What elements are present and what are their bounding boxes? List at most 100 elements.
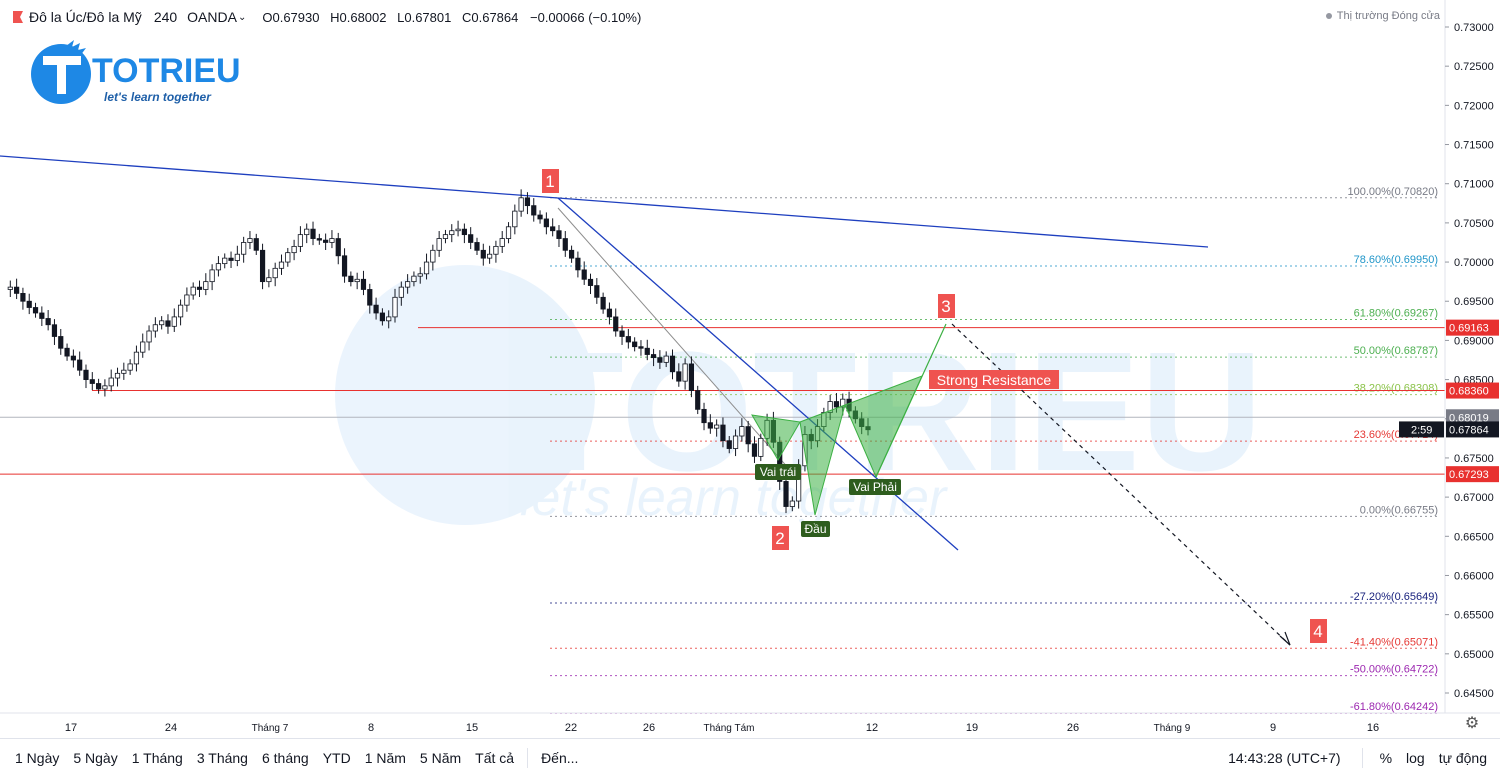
- label-text: Strong Resistance: [937, 372, 1052, 388]
- range-button[interactable]: 6 tháng: [261, 749, 309, 766]
- candle: [732, 429, 739, 457]
- symbol-flag-icon: [13, 11, 23, 23]
- range-button[interactable]: 5 Ngày: [73, 749, 118, 766]
- goto-date-button[interactable]: Đến...: [541, 749, 579, 766]
- candle: [499, 231, 505, 253]
- time-tick-label: 26: [1067, 722, 1079, 734]
- price-tag[interactable]: 0.69163: [1446, 319, 1499, 336]
- price-tick-label: 0.67000: [1454, 492, 1494, 504]
- price-tag[interactable]: 0.68360: [1446, 382, 1499, 399]
- candle: [587, 273, 594, 295]
- candle: [77, 351, 83, 376]
- fib-level-label: 38.20%(0.68308): [1354, 383, 1438, 395]
- strong-resistance-label[interactable]: Strong Resistance: [929, 370, 1059, 389]
- price-tag-box: [1446, 319, 1499, 336]
- right-shoulder-label[interactable]: Vai Phải: [849, 479, 901, 495]
- candle: [562, 231, 568, 257]
- price-tick-label: 0.72000: [1454, 100, 1494, 112]
- head-shape[interactable]: [799, 404, 846, 516]
- candle: [405, 274, 411, 294]
- candle: [556, 225, 562, 248]
- price-tick-label: 0.67500: [1454, 453, 1494, 465]
- candle-body: [739, 426, 745, 437]
- candle-body: [398, 286, 404, 298]
- interval[interactable]: 240: [153, 9, 178, 25]
- candle: [291, 239, 297, 261]
- projection-arrow[interactable]: [951, 323, 1291, 646]
- candle: [676, 363, 682, 387]
- candle-body: [625, 336, 631, 343]
- range-button[interactable]: 1 Tháng: [131, 749, 183, 766]
- candle: [190, 282, 196, 300]
- candle-body: [669, 355, 676, 373]
- range-button[interactable]: 1 Năm: [364, 749, 406, 766]
- left-shoulder-label[interactable]: Vai trái: [755, 464, 801, 480]
- candle: [83, 364, 89, 389]
- time-tick-label: 9: [1270, 722, 1276, 734]
- candle-body: [253, 238, 259, 251]
- range-button[interactable]: 5 Năm: [419, 749, 462, 766]
- candle: [783, 473, 789, 514]
- candle-body: [606, 308, 613, 318]
- candle: [373, 297, 379, 320]
- price-tag[interactable]: 0.68019: [1446, 409, 1499, 426]
- range-button[interactable]: 3 Tháng: [196, 749, 248, 766]
- log-scale-toggle[interactable]: log: [1406, 749, 1425, 766]
- inner-trendline[interactable]: [557, 207, 791, 471]
- candle-body: [663, 355, 669, 363]
- candle-body: [455, 228, 461, 232]
- candle: [39, 306, 45, 326]
- candle-body: [146, 330, 152, 343]
- point-marker-4[interactable]: 4: [1310, 619, 1327, 643]
- candle-body: [701, 408, 707, 424]
- symbol-name[interactable]: Đô la Úc/Đô la Mỹ: [29, 9, 142, 25]
- settings-gear-icon[interactable]: ⚙: [1464, 715, 1480, 732]
- fibonacci-levels[interactable]: 100.00%(0.70820) 78.60%(0.69950) 61.80%(0.…: [550, 186, 1440, 714]
- candle: [468, 227, 474, 250]
- candle: [619, 325, 625, 345]
- candle: [133, 345, 140, 372]
- head-label[interactable]: Đầu: [801, 521, 830, 537]
- price-tag-text: 0.67864: [1449, 424, 1489, 436]
- head-and-shoulders-pattern[interactable]: [751, 323, 1291, 646]
- candle-body: [442, 234, 449, 239]
- candle: [247, 231, 253, 250]
- candle-body: [714, 424, 720, 429]
- candle: [524, 192, 531, 215]
- candle-body: [379, 312, 385, 322]
- point-marker-3[interactable]: 3: [938, 294, 955, 318]
- candle: [253, 233, 259, 256]
- range-button[interactable]: Tất cả: [475, 749, 515, 766]
- candle-body: [329, 238, 335, 243]
- candle: [392, 288, 398, 323]
- candle-body: [562, 238, 568, 251]
- candle-body: [83, 369, 89, 380]
- candle-body: [7, 286, 13, 290]
- candle-body: [177, 304, 184, 318]
- candle: [644, 339, 650, 361]
- candle-body: [650, 354, 657, 359]
- breakout-line[interactable]: [875, 323, 947, 478]
- range-button[interactable]: YTD: [322, 749, 351, 766]
- countdown-text: 2:59: [1411, 424, 1432, 436]
- chart-canvas[interactable]: TOTRIEU let's learn together 100.00%(0.7…: [0, 0, 1500, 738]
- price-tick-label: 0.70500: [1454, 218, 1494, 230]
- range-button[interactable]: 1 Ngày: [15, 749, 60, 766]
- timezone-clock[interactable]: 14:43:28 (UTC+7): [1228, 749, 1341, 766]
- price-tag[interactable]: 0.67293: [1446, 466, 1499, 483]
- chevron-down-icon[interactable]: ⌄: [237, 11, 247, 23]
- percent-scale-toggle[interactable]: %: [1379, 749, 1393, 766]
- auto-scale-toggle[interactable]: tự động: [1438, 749, 1487, 766]
- candle-body: [367, 289, 373, 306]
- left-shoulder-shape[interactable]: [751, 414, 801, 461]
- point-marker-1[interactable]: 1: [542, 169, 559, 193]
- broker[interactable]: OANDA: [187, 9, 237, 25]
- candle-body: [215, 263, 222, 271]
- long-descending-trendline[interactable]: [0, 155, 1209, 248]
- point-marker-2[interactable]: 2: [772, 526, 789, 550]
- price-axis[interactable]: 0.73000 0.72500 0.72000 0.71500 0.71000 0.705…: [1399, 0, 1499, 713]
- candle: [537, 210, 543, 224]
- price-tag[interactable]: 0.67864: [1446, 421, 1499, 438]
- candle-body: [720, 424, 726, 442]
